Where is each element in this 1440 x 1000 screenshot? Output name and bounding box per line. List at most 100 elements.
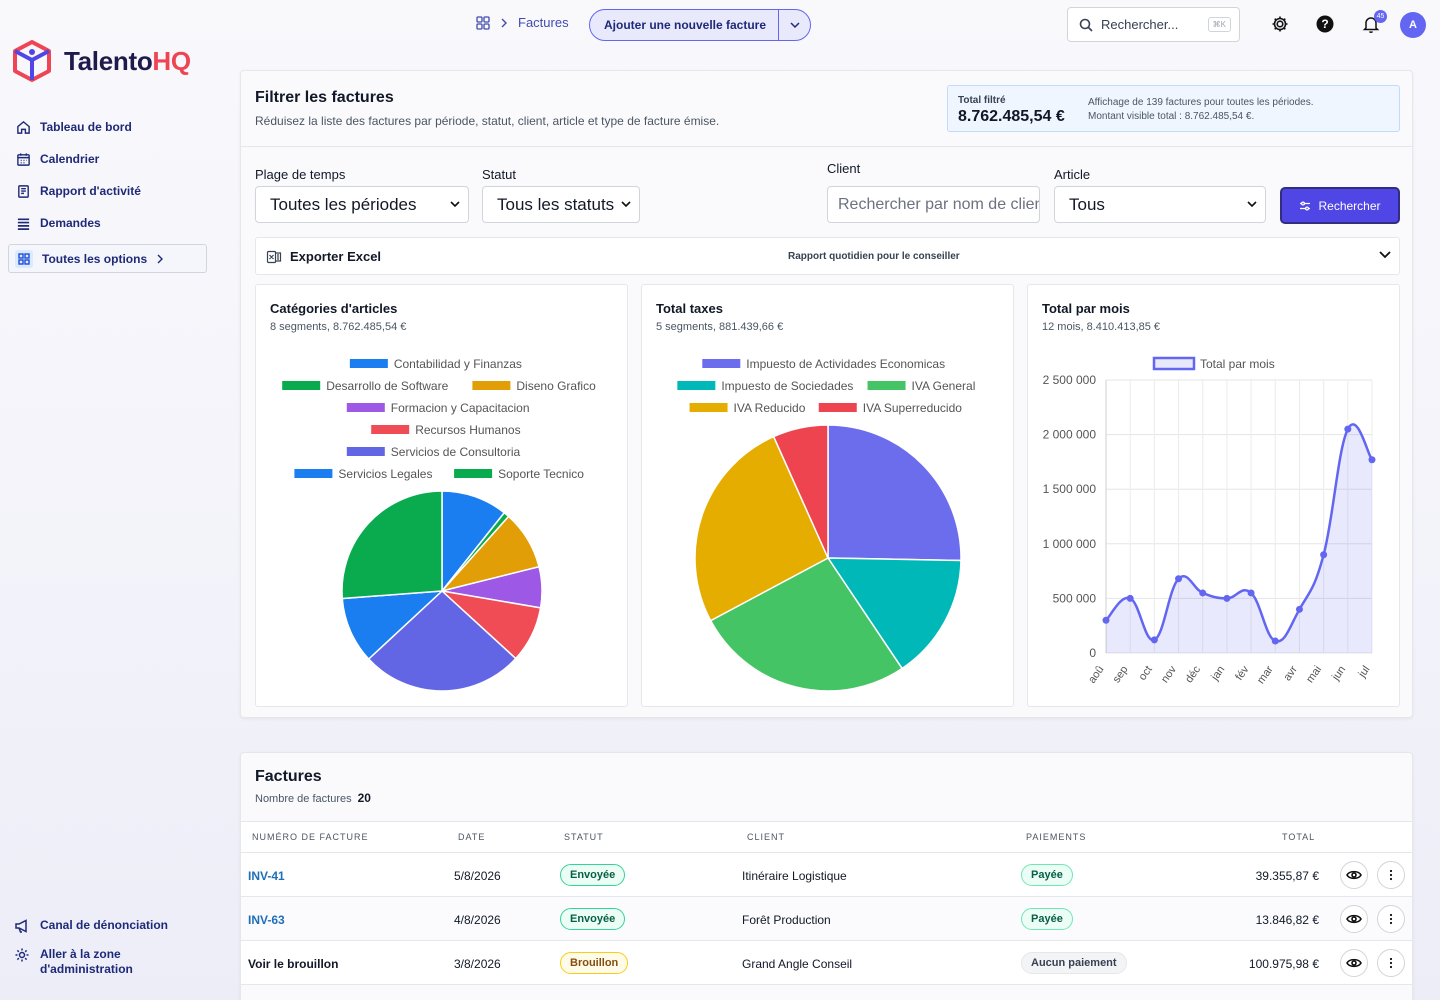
pie-slice[interactable] [694, 435, 829, 622]
legend-swatch[interactable] [454, 469, 493, 478]
legend-swatch[interactable] [818, 403, 857, 412]
data-point[interactable] [1126, 594, 1134, 602]
data-point[interactable] [1271, 637, 1279, 645]
client-search-input[interactable]: Rechercher par nom de client [827, 186, 1040, 223]
search-button[interactable]: Rechercher [1280, 187, 1400, 224]
pie-slice[interactable] [441, 490, 506, 594]
legend-label[interactable]: Servicios de Consultoria [391, 445, 521, 459]
add-invoice-dropdown[interactable] [778, 10, 810, 40]
area-fill [1106, 424, 1372, 653]
status-select[interactable]: Tous les statuts [482, 186, 640, 223]
legend-swatch[interactable] [677, 381, 716, 390]
legend-swatch[interactable] [689, 403, 728, 412]
sidebar-item-dashboard[interactable]: Tableau de bord [16, 111, 216, 143]
time-range-select[interactable]: Toutes les périodes [255, 186, 469, 223]
settings-button[interactable] [1270, 14, 1290, 34]
sidebar-bottom: Canal de dénonciation Aller à la zone d'… [14, 918, 214, 990]
add-invoice-button[interactable]: Ajouter une nouvelle facture [589, 9, 811, 41]
invoice-number[interactable]: INV-63 [248, 913, 285, 927]
pie-slice[interactable] [367, 589, 517, 692]
legend-swatch[interactable] [472, 381, 511, 390]
column-header[interactable]: TOTAL [1282, 832, 1316, 842]
column-header[interactable]: DATE [458, 832, 486, 842]
pie-slice[interactable] [709, 557, 904, 692]
help-button[interactable]: ? [1315, 14, 1335, 34]
article-select[interactable]: Tous [1054, 186, 1266, 223]
sidebar-item-requests[interactable]: Demandes [16, 207, 216, 239]
data-point[interactable] [1344, 425, 1352, 433]
data-point[interactable] [1150, 636, 1158, 644]
column-header[interactable]: STATUT [564, 832, 604, 842]
legend-label[interactable]: Diseno Grafico [516, 379, 596, 393]
legend-swatch[interactable] [346, 403, 385, 412]
more-actions-button[interactable] [1377, 949, 1405, 977]
data-point[interactable] [1247, 589, 1255, 597]
data-point[interactable] [1368, 456, 1376, 464]
legend-swatch[interactable] [371, 425, 410, 434]
table-row[interactable]: Voir le brouillon 3/8/2026 Brouillon Grand … [241, 941, 1412, 985]
legend-label[interactable]: Recursos Humanos [415, 423, 520, 437]
more-actions-button[interactable] [1377, 861, 1405, 889]
legend-label[interactable]: Soporte Tecnico [498, 467, 584, 481]
legend-swatch[interactable] [867, 381, 906, 390]
legend-label[interactable]: IVA General [912, 379, 976, 393]
total-info-line: Affichage de 139 factures pour toutes le… [1088, 97, 1314, 108]
column-header[interactable]: NUMÉRO DE FACTURE [252, 832, 369, 842]
data-point[interactable] [1175, 575, 1183, 583]
grid-icon[interactable] [476, 15, 490, 30]
pie-slice[interactable] [341, 490, 443, 600]
data-point[interactable] [1102, 616, 1110, 624]
data-point[interactable] [1199, 589, 1207, 597]
invoice-number[interactable]: Voir le brouillon [248, 957, 339, 971]
sidebar-item-admin[interactable]: Aller à la zone d'administration [14, 947, 214, 977]
view-button[interactable] [1340, 905, 1368, 933]
table-row[interactable]: INV-63 4/8/2026 Envoyée Forêt Production Pay… [241, 897, 1412, 941]
pie-slice[interactable] [827, 424, 962, 562]
data-point[interactable] [1223, 594, 1231, 602]
legend-swatch[interactable] [282, 381, 321, 390]
column-header[interactable]: PAIEMENTS [1026, 832, 1087, 842]
export-excel-bar[interactable]: Exporter Excel Rapport quotidien pour le… [255, 237, 1400, 275]
data-point[interactable] [1295, 605, 1303, 613]
legend-swatch[interactable] [702, 359, 741, 368]
pie-slice[interactable] [826, 557, 962, 670]
legend-label[interactable]: Formacion y Capacitacion [391, 401, 530, 415]
logo[interactable]: TalentoHQ [12, 40, 191, 82]
more-actions-button[interactable] [1377, 905, 1405, 933]
global-search-input[interactable]: Rechercher... ⌘K [1067, 7, 1240, 42]
legend-swatch[interactable] [294, 469, 333, 478]
legend-label[interactable]: IVA Superreducido [863, 401, 963, 415]
table-row[interactable]: INV-41 5/8/2026 Envoyée Itinéraire Logistiq… [241, 853, 1412, 897]
column-header[interactable]: CLIENT [747, 832, 786, 842]
sidebar-item-calendar[interactable]: Calendrier [16, 143, 216, 175]
notifications-button[interactable] [1361, 14, 1381, 34]
legend-swatch[interactable] [346, 447, 385, 456]
pie-slice[interactable] [341, 590, 445, 661]
daily-report-link[interactable]: Rapport quotidien pour le conseiller [788, 251, 960, 262]
legend-label[interactable]: Impuesto de Sociedades [721, 379, 853, 393]
data-point[interactable] [1320, 551, 1328, 559]
view-button[interactable] [1340, 949, 1368, 977]
chevron-down-icon[interactable] [1379, 251, 1391, 259]
bell-icon [1362, 16, 1380, 33]
legend-label[interactable]: Desarrollo de Software [326, 379, 448, 393]
breadcrumb-current[interactable]: Factures [518, 15, 569, 30]
all-options-button[interactable]: Toutes les options [8, 244, 207, 273]
avatar[interactable]: A [1400, 12, 1426, 38]
sidebar-item-whistleblower[interactable]: Canal de dénonciation [14, 918, 214, 934]
legend-label[interactable]: Servicios Legales [338, 467, 432, 481]
sidebar-item-activity-report[interactable]: Rapport d'activité [16, 175, 216, 207]
legend-label[interactable]: Contabilidad y Finanzas [394, 357, 522, 371]
add-invoice-label[interactable]: Ajouter une nouvelle facture [604, 18, 767, 32]
legend-swatch[interactable] [349, 359, 388, 368]
legend-swatch[interactable] [1152, 356, 1196, 371]
filtered-total-label: Total filtré [958, 95, 1006, 106]
legend-label[interactable]: Impuesto de Actividades Economicas [746, 357, 945, 371]
legend-label[interactable]: Total par mois [1200, 357, 1275, 371]
view-button[interactable] [1340, 861, 1368, 889]
invoice-number[interactable]: INV-41 [248, 869, 285, 883]
search-icon [1079, 18, 1093, 32]
table-header: NUMÉRO DE FACTURE DATE STATUT CLIENT PAI… [241, 821, 1412, 853]
legend-label[interactable]: IVA Reducido [734, 401, 806, 415]
pie-slice[interactable] [772, 424, 829, 559]
